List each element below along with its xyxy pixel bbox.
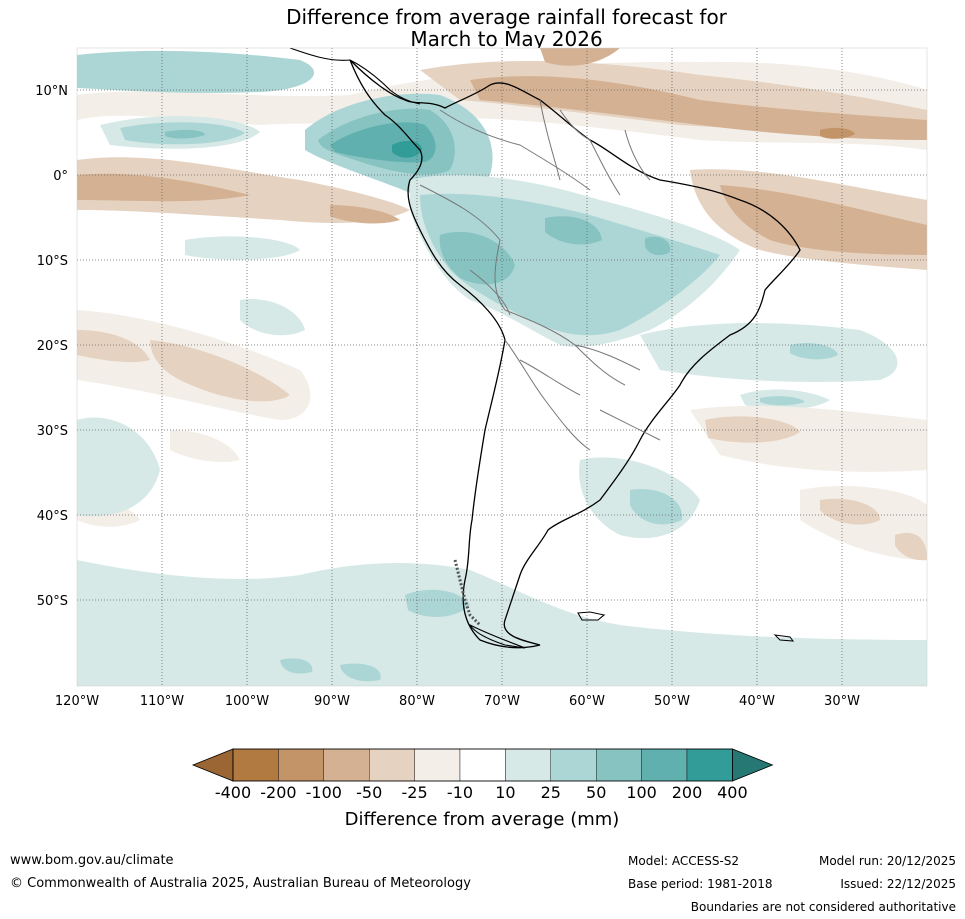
dry-region bbox=[705, 416, 800, 443]
legend-colorbar bbox=[191, 748, 774, 782]
dry-region bbox=[77, 330, 150, 363]
legend-title: Difference from average (mm) bbox=[345, 809, 620, 830]
lon-label: 110°W bbox=[140, 694, 184, 709]
legend-swatch bbox=[369, 748, 415, 782]
wet-region bbox=[630, 489, 683, 525]
legend-swatch bbox=[641, 748, 688, 782]
dry-region bbox=[895, 532, 927, 561]
south-america-coastline bbox=[349, 59, 801, 649]
legend-tick-label: 100 bbox=[626, 783, 657, 802]
dry-region bbox=[720, 185, 927, 255]
legend-tick-label: 25 bbox=[541, 783, 561, 802]
wet-region bbox=[240, 299, 305, 336]
chile-fjords bbox=[453, 559, 482, 627]
dry-region bbox=[170, 430, 240, 462]
dry-region bbox=[540, 48, 620, 66]
wet-region bbox=[760, 396, 805, 406]
issued-text: Issued: 22/12/2025 bbox=[840, 877, 956, 891]
lon-label: 100°W bbox=[225, 694, 269, 709]
lat-label: 50°S bbox=[37, 594, 68, 609]
legend-tick-label: -50 bbox=[356, 783, 382, 802]
legend-swatch bbox=[191, 748, 234, 782]
legend-tick-labels: -400 -200 -100 -50 -25 -10 10 25 50 100 200 400 bbox=[215, 783, 748, 802]
map-frame bbox=[76, 47, 928, 687]
legend-swatch bbox=[686, 748, 733, 782]
country-borders bbox=[419, 99, 661, 451]
legend-swatch bbox=[550, 748, 597, 782]
chart-title-line1: Difference from average rainfall forecas… bbox=[286, 5, 727, 29]
legend-swatch bbox=[278, 748, 324, 782]
lon-label: 80°W bbox=[399, 694, 435, 709]
lon-label: 50°W bbox=[654, 694, 690, 709]
wet-region bbox=[280, 658, 313, 674]
disclaimer-text: Boundaries are not considered authoritat… bbox=[690, 900, 956, 914]
wet-region bbox=[340, 663, 381, 682]
legend-swatch bbox=[596, 748, 642, 782]
lat-label: 10°S bbox=[37, 254, 68, 269]
wet-region bbox=[545, 216, 602, 245]
dry-region bbox=[470, 76, 927, 140]
lon-label: 40°W bbox=[739, 694, 775, 709]
central-america-coastline bbox=[289, 48, 421, 105]
legend-tick-label: 200 bbox=[672, 783, 703, 802]
dry-region bbox=[330, 205, 400, 224]
legend-tick-label: -400 bbox=[215, 783, 251, 802]
tierra-del-fuego bbox=[468, 623, 526, 649]
legend-tick-label: 400 bbox=[717, 783, 748, 802]
lat-label: 0° bbox=[53, 169, 68, 184]
wet-region bbox=[185, 236, 300, 260]
wet-region bbox=[405, 589, 470, 617]
legend-tick-label: -200 bbox=[260, 783, 296, 802]
dry-region bbox=[820, 498, 880, 525]
legend-swatch bbox=[732, 748, 774, 782]
legend-swatch bbox=[414, 748, 461, 782]
wet-region bbox=[420, 193, 720, 336]
legend-tick-label: -10 bbox=[447, 783, 473, 802]
legend-tick-label: -100 bbox=[306, 783, 342, 802]
model-run-text: Model run: 20/12/2025 bbox=[818, 854, 956, 868]
legend-swatch bbox=[232, 748, 279, 782]
lon-label: 120°W bbox=[55, 694, 99, 709]
chart-title-line2: March to May 2026 bbox=[410, 27, 603, 51]
dry-region bbox=[77, 157, 410, 223]
legend-tick-label: 10 bbox=[495, 783, 515, 802]
lat-label: 10°N bbox=[35, 84, 68, 99]
dry-region bbox=[820, 127, 855, 139]
dry-region bbox=[77, 173, 250, 202]
wet-region bbox=[645, 236, 671, 256]
dry-region bbox=[150, 340, 290, 402]
legend-outline bbox=[232, 748, 733, 782]
website-text: www.bom.gov.au/climate bbox=[10, 853, 174, 868]
lat-label: 30°S bbox=[37, 424, 68, 439]
model-text: Model: ACCESS-S2 bbox=[628, 854, 740, 868]
rainfall-field bbox=[77, 48, 927, 686]
wet-region bbox=[439, 231, 515, 285]
graticule bbox=[77, 48, 927, 686]
lat-label: 40°S bbox=[37, 509, 68, 524]
lon-label: 70°W bbox=[484, 694, 520, 709]
wet-region bbox=[790, 343, 838, 360]
lon-label: 60°W bbox=[569, 694, 605, 709]
legend-tick-label: 50 bbox=[586, 783, 606, 802]
lon-label: 30°W bbox=[824, 694, 860, 709]
legend-tick-label: -25 bbox=[402, 783, 428, 802]
wet-region bbox=[77, 50, 315, 93]
legend-swatch bbox=[505, 748, 551, 782]
wet-region bbox=[77, 417, 160, 517]
legend-swatch bbox=[459, 748, 506, 782]
falkland-islands bbox=[577, 611, 606, 621]
lon-label: 90°W bbox=[314, 694, 350, 709]
wet-region bbox=[392, 140, 422, 158]
south-georgia bbox=[773, 634, 795, 642]
wet-region bbox=[77, 560, 927, 686]
legend-swatch bbox=[323, 748, 370, 782]
lat-label: 20°S bbox=[37, 339, 68, 354]
wet-region bbox=[165, 129, 205, 139]
copyright-text: © Commonwealth of Australia 2025, Austra… bbox=[10, 876, 471, 891]
wet-region bbox=[640, 323, 898, 382]
base-period-text: Base period: 1981-2018 bbox=[628, 877, 773, 891]
